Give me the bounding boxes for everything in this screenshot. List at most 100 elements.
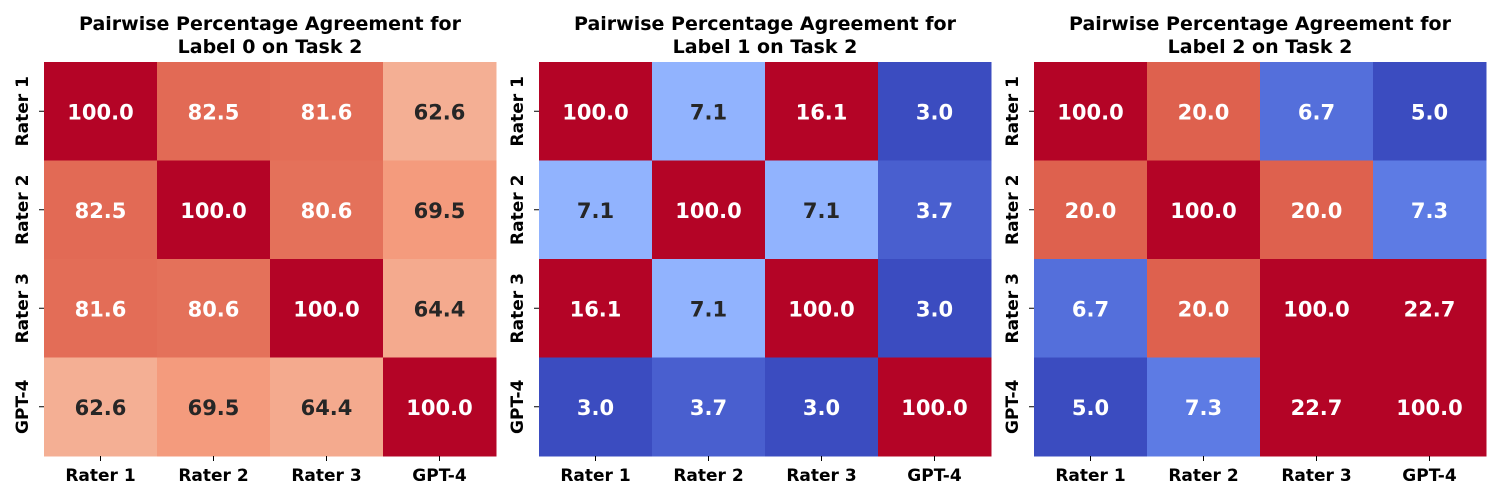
x-tick-label: Rater 1 xyxy=(1055,466,1125,486)
heatmap-cell xyxy=(878,160,992,260)
heatmap-cell xyxy=(157,259,271,358)
y-tick-label: GPT-4 xyxy=(508,379,528,434)
y-tick-label: Rater 2 xyxy=(1003,175,1023,245)
cell-value-label: 3.0 xyxy=(577,396,614,420)
heatmap-cell xyxy=(1373,160,1487,260)
chart-title-line: Pairwise Percentage Agreement for xyxy=(574,13,957,35)
y-tick-label: Rater 1 xyxy=(1003,76,1023,146)
cell-value-label: 6.7 xyxy=(1072,297,1109,321)
cell-value-label: 69.5 xyxy=(188,396,240,420)
y-tick-label: Rater 2 xyxy=(13,175,33,245)
cell-value-label: 5.0 xyxy=(1072,396,1109,420)
heatmap-cell xyxy=(1260,62,1374,161)
cell-value-label: 82.5 xyxy=(75,199,127,223)
cell-value-label: 20.0 xyxy=(1065,199,1117,223)
cell-value-label: 3.0 xyxy=(916,100,953,124)
heatmap-cell xyxy=(270,357,384,457)
heatmap-cell xyxy=(383,160,497,260)
cell-value-label: 16.1 xyxy=(570,297,622,321)
cell-value-label: 7.3 xyxy=(1411,199,1448,223)
cell-value-label: 64.4 xyxy=(414,297,466,321)
cell-value-label: 62.6 xyxy=(414,100,466,124)
cell-value-label: 80.6 xyxy=(188,297,240,321)
heatmap-cell xyxy=(157,62,271,161)
cell-value-label: 20.0 xyxy=(1291,199,1343,223)
y-tick-label: GPT-4 xyxy=(1003,379,1023,434)
cell-value-label: 3.0 xyxy=(803,396,840,420)
cell-value-label: 7.3 xyxy=(1185,396,1222,420)
heatmap-cell xyxy=(383,259,497,358)
cell-value-label: 7.1 xyxy=(690,297,727,321)
heatmap-cell xyxy=(1373,357,1487,457)
heatmap-cell xyxy=(878,62,992,161)
heatmap-cell xyxy=(765,62,879,161)
x-tick-label: Rater 1 xyxy=(65,466,135,486)
cell-value-label: 100.0 xyxy=(1396,396,1462,420)
heatmap-cell xyxy=(652,259,766,358)
y-tick-label: GPT-4 xyxy=(13,379,33,434)
heatmap-cell xyxy=(539,160,653,260)
y-tick-label: Rater 3 xyxy=(1003,273,1023,343)
cell-value-label: 100.0 xyxy=(406,396,472,420)
heatmap-cell xyxy=(1147,259,1261,358)
heatmap-cell xyxy=(652,62,766,161)
cell-value-label: 3.7 xyxy=(916,199,953,223)
cell-value-label: 20.0 xyxy=(1178,100,1230,124)
cell-value-label: 100.0 xyxy=(1057,100,1123,124)
cell-value-label: 22.7 xyxy=(1404,297,1456,321)
heatmap-cell xyxy=(539,259,653,358)
heatmap-cell xyxy=(1147,357,1261,457)
heatmap-cell xyxy=(878,357,992,457)
cell-value-label: 82.5 xyxy=(188,100,240,124)
x-tick-label: GPT-4 xyxy=(907,466,962,486)
cell-value-label: 6.7 xyxy=(1298,100,1335,124)
heatmap-cell xyxy=(1034,357,1148,457)
chart-title-line: Label 0 on Task 2 xyxy=(178,36,363,58)
heatmap-cell xyxy=(270,160,384,260)
y-tick-label: Rater 3 xyxy=(508,273,528,343)
heatmap-cell xyxy=(1260,160,1374,260)
cell-value-label: 7.1 xyxy=(577,199,614,223)
heatmap-cell xyxy=(1373,62,1487,161)
heatmap-cell xyxy=(270,62,384,161)
y-tick-label: Rater 1 xyxy=(508,76,528,146)
chart-title-line: Label 1 on Task 2 xyxy=(673,36,858,58)
cell-value-label: 81.6 xyxy=(301,100,353,124)
heatmap-cell xyxy=(1147,62,1261,161)
x-tick-label: Rater 2 xyxy=(673,466,743,486)
cell-value-label: 100.0 xyxy=(1170,199,1236,223)
heatmap-cell xyxy=(539,357,653,457)
heatmap-cell xyxy=(44,160,158,260)
heatmap-cell xyxy=(652,357,766,457)
cell-value-label: 80.6 xyxy=(301,199,353,223)
cell-value-label: 16.1 xyxy=(796,100,848,124)
heatmap-cell xyxy=(157,357,271,457)
heatmap-cell xyxy=(44,62,158,161)
heatmap-cell xyxy=(765,357,879,457)
heatmap-cell xyxy=(1034,62,1148,161)
cell-value-label: 81.6 xyxy=(75,297,127,321)
heatmap-cell xyxy=(1373,259,1487,358)
x-tick-label: GPT-4 xyxy=(1402,466,1457,486)
x-tick-label: Rater 3 xyxy=(1281,466,1351,486)
heatmap-cell xyxy=(383,357,497,457)
x-tick-label: Rater 1 xyxy=(560,466,630,486)
y-tick-label: Rater 1 xyxy=(13,76,33,146)
cell-value-label: 100.0 xyxy=(67,100,133,124)
chart-title-line: Label 2 on Task 2 xyxy=(1168,36,1353,58)
chart-title-line: Pairwise Percentage Agreement for xyxy=(79,13,462,35)
cell-value-label: 7.1 xyxy=(690,100,727,124)
heatmap-cell xyxy=(44,357,158,457)
y-tick-label: Rater 3 xyxy=(13,273,33,343)
x-tick-label: Rater 2 xyxy=(178,466,248,486)
cell-value-label: 7.1 xyxy=(803,199,840,223)
cell-value-label: 3.7 xyxy=(690,396,727,420)
heatmap-cell xyxy=(44,259,158,358)
chart-title-line: Pairwise Percentage Agreement for xyxy=(1069,13,1452,35)
cell-value-label: 5.0 xyxy=(1411,100,1448,124)
cell-value-label: 100.0 xyxy=(675,199,741,223)
